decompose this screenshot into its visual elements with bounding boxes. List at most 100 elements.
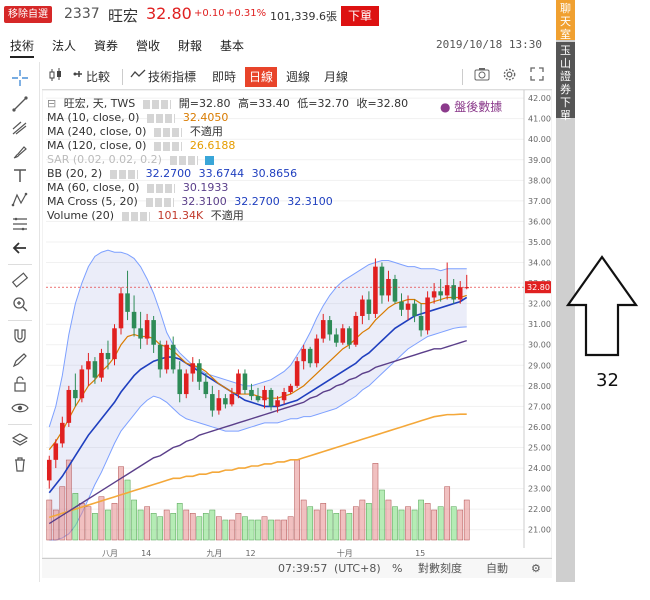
fullscreen-icon[interactable]	[530, 67, 544, 87]
candle-body	[46, 459, 52, 481]
candle-body	[340, 328, 346, 343]
draw-mode-icon[interactable]	[10, 350, 30, 370]
candle-body	[268, 389, 274, 407]
volume-bar	[352, 506, 359, 541]
candle-body	[347, 328, 352, 345]
candle-body	[457, 287, 463, 300]
drawing-toolbar	[0, 62, 40, 582]
camera-icon[interactable]	[474, 67, 490, 87]
ruler-icon[interactable]	[10, 270, 30, 290]
volume-bar	[307, 506, 314, 541]
tab-institutional[interactable]: 法人	[52, 39, 77, 53]
legend-ma240[interactable]: MA (240, close, 0) 不適用	[47, 125, 223, 138]
weekly-button[interactable]: 週線	[286, 70, 311, 84]
candle-body	[373, 266, 378, 314]
back-arrow-icon[interactable]	[10, 238, 30, 258]
volume-bar	[92, 513, 98, 541]
volume-bar	[359, 499, 366, 541]
tab-technical[interactable]: 技術	[10, 36, 35, 58]
price-tick-label: 34.00	[528, 259, 551, 268]
candle-body	[275, 400, 280, 407]
last-price-label: 32.80	[527, 283, 550, 292]
tool-divider	[8, 424, 32, 425]
stock-name: 旺宏	[108, 7, 139, 25]
magnet-icon[interactable]	[10, 326, 30, 346]
clock-time: 07:39:57	[278, 562, 328, 575]
volume-bar	[124, 479, 131, 541]
tab-revenue[interactable]: 營收	[136, 39, 161, 53]
text-tool-icon[interactable]	[10, 166, 30, 186]
indicators-button[interactable]: 技術指標	[148, 70, 197, 84]
tab-basic[interactable]: 基本	[220, 39, 245, 53]
order-button[interactable]: 下單	[341, 6, 379, 26]
crosshair-icon[interactable]	[10, 68, 30, 88]
candle-body	[301, 348, 306, 362]
chat-room-tab[interactable]: 聊天室	[556, 0, 575, 41]
layers-icon[interactable]	[10, 430, 30, 450]
volume-bar	[85, 506, 92, 541]
bb-lower-line	[49, 326, 467, 541]
candle-body	[229, 394, 235, 405]
legend-ma10[interactable]: MA (10, close, 0) 32.4050	[47, 111, 229, 124]
price-change-pct: +0.31%	[226, 8, 267, 19]
fork-tool-icon[interactable]	[10, 118, 30, 138]
volume-bar	[46, 499, 53, 541]
legend-macross[interactable]: MA Cross (5, 20) 32.3100 32.2700 32.3100	[47, 195, 333, 208]
price-tick-label: 28.00	[528, 382, 551, 391]
compare-button[interactable]: 比較	[86, 70, 111, 84]
legend-volume[interactable]: Volume (20) 101.34K 不適用	[47, 209, 244, 222]
volume-bar	[405, 506, 411, 541]
candle-type-icon[interactable]	[48, 67, 64, 87]
settings-gear-icon[interactable]	[502, 67, 517, 87]
price-chart[interactable]: 42.00 41.00 40.00 39.00 38.00 37.00 36.00 35.00…	[41, 89, 553, 559]
trendline-icon[interactable]	[10, 94, 30, 114]
remove-watchlist-button[interactable]: 移除自選	[4, 6, 52, 23]
main-tabs: 技術 法人 資券 營收 財報 基本 2019/10/18 13:30	[0, 36, 556, 58]
timezone[interactable]: (UTC+8)	[334, 562, 381, 575]
percent-toggle[interactable]: %	[392, 562, 403, 575]
candle-body	[190, 363, 196, 374]
price-tick-label: 42.00	[528, 94, 551, 103]
price-tick-label: 30.00	[528, 341, 551, 350]
auto-scale-toggle[interactable]: 自動	[486, 562, 508, 575]
broker-order-tab[interactable]: 玉山證券下單	[556, 42, 575, 122]
visibility-toggle-icon	[205, 155, 215, 165]
volume-bar	[437, 506, 444, 541]
lock-icon[interactable]	[10, 374, 30, 394]
settings-small-icon[interactable]: ⚙	[531, 562, 541, 575]
price-tick-label: 32.00	[528, 300, 551, 309]
chart-status-bar: 07:39:57 (UTC+8) % 對數刻度 自動 ⚙	[42, 558, 552, 578]
legend-ma60[interactable]: MA (60, close, 0) 30.1933	[47, 181, 229, 194]
log-scale-toggle[interactable]: 對數刻度	[418, 562, 462, 575]
monthly-button[interactable]: 月線	[324, 70, 349, 84]
zoom-in-icon[interactable]	[10, 294, 30, 314]
candle-body	[379, 266, 385, 296]
tab-margin[interactable]: 資券	[94, 39, 119, 53]
legend-bb[interactable]: BB (20, 2) 32.2700 33.6744 30.8656	[47, 167, 298, 180]
volume-bar	[170, 513, 177, 541]
tab-financials[interactable]: 財報	[178, 39, 203, 53]
volume-bar	[189, 513, 196, 541]
legend-sar[interactable]: SAR (0.02, 0.02, 0.2)	[47, 153, 218, 166]
fib-icon[interactable]	[10, 214, 30, 234]
volume-bar	[287, 516, 294, 541]
volume-bar	[150, 513, 157, 541]
daily-button[interactable]: 日線	[245, 67, 278, 87]
volume-bar	[209, 509, 216, 541]
trash-icon[interactable]	[10, 454, 30, 474]
price-tick-label: 38.00	[528, 176, 551, 185]
candle-body	[131, 311, 137, 329]
candle-body	[210, 394, 215, 411]
pattern-icon[interactable]	[10, 190, 30, 210]
candle-body	[412, 303, 417, 316]
eye-icon[interactable]	[10, 398, 30, 418]
legend-ma120[interactable]: MA (120, close, 0) 26.6188	[47, 139, 236, 152]
candle-body	[236, 373, 241, 395]
intraday-button[interactable]: 即時	[212, 70, 237, 84]
candle-body	[118, 293, 124, 329]
compare-icon[interactable]	[70, 67, 84, 87]
brush-icon[interactable]	[10, 142, 30, 162]
chart-area[interactable]: 42.00 41.00 40.00 39.00 38.00 37.00 36.00 35.00…	[41, 89, 553, 559]
indicators-icon[interactable]	[130, 67, 146, 87]
